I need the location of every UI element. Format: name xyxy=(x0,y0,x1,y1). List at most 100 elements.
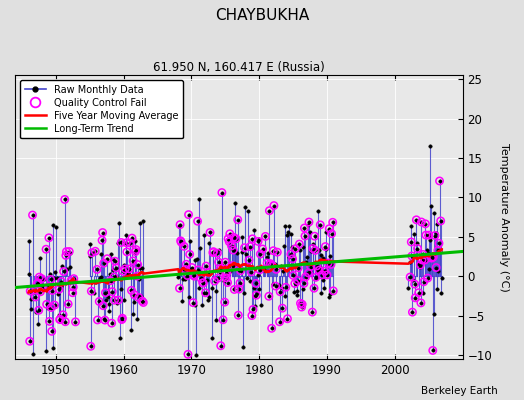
Point xyxy=(283,316,292,322)
Point xyxy=(180,243,188,250)
Point xyxy=(329,288,337,294)
Point xyxy=(177,239,185,245)
Point xyxy=(318,272,326,278)
Point xyxy=(69,290,77,296)
Point xyxy=(272,266,280,272)
Point xyxy=(181,266,190,273)
Point xyxy=(48,328,56,334)
Point xyxy=(222,271,230,277)
Point xyxy=(276,318,284,325)
Point xyxy=(183,272,192,279)
Point xyxy=(111,258,119,264)
Point xyxy=(295,241,303,247)
Point xyxy=(35,274,43,280)
Point xyxy=(110,297,118,303)
Point xyxy=(201,290,210,296)
Point xyxy=(123,249,131,255)
Point xyxy=(252,292,260,298)
Point xyxy=(323,272,331,278)
Point xyxy=(311,247,319,254)
Point xyxy=(88,250,96,256)
Point xyxy=(65,248,73,255)
Point xyxy=(276,288,285,295)
Point xyxy=(429,254,438,260)
Text: Berkeley Earth: Berkeley Earth xyxy=(421,386,498,396)
Point xyxy=(91,248,100,254)
Point xyxy=(42,301,51,308)
Point xyxy=(36,288,45,295)
Point xyxy=(131,248,139,255)
Point xyxy=(248,312,256,319)
Point xyxy=(305,219,313,225)
Point xyxy=(214,275,222,281)
Point xyxy=(216,265,224,272)
Point xyxy=(125,266,134,272)
Point xyxy=(61,196,69,203)
Point xyxy=(432,264,440,271)
Point xyxy=(434,247,442,254)
Point xyxy=(421,221,430,227)
Point xyxy=(407,239,416,245)
Point xyxy=(100,260,108,266)
Point xyxy=(188,264,196,271)
Point xyxy=(328,230,336,237)
Point xyxy=(287,251,295,257)
Point xyxy=(422,232,430,238)
Point xyxy=(431,232,439,239)
Point xyxy=(308,309,316,315)
Point xyxy=(265,208,274,214)
Point xyxy=(95,298,103,305)
Point xyxy=(121,266,129,272)
Point xyxy=(210,278,219,284)
Point xyxy=(62,252,70,259)
Point xyxy=(234,216,242,223)
Point xyxy=(300,280,308,287)
Point xyxy=(321,268,329,274)
Point xyxy=(270,202,278,209)
Point xyxy=(45,318,53,324)
Point xyxy=(256,267,264,273)
Point xyxy=(256,251,265,257)
Point xyxy=(234,312,243,318)
Point xyxy=(193,218,202,224)
Point xyxy=(258,246,267,252)
Point xyxy=(241,244,249,251)
Point xyxy=(56,316,64,322)
Point xyxy=(107,320,116,326)
Point xyxy=(420,279,428,285)
Point xyxy=(99,229,107,236)
Point xyxy=(35,307,43,314)
Point xyxy=(138,298,146,304)
Point xyxy=(216,342,225,349)
Point xyxy=(70,276,78,282)
Point xyxy=(106,278,115,284)
Point xyxy=(418,257,426,263)
Point xyxy=(26,338,34,344)
Point xyxy=(224,236,232,242)
Point xyxy=(423,275,432,281)
Point xyxy=(248,236,257,242)
Point xyxy=(67,278,75,284)
Point xyxy=(42,246,50,252)
Point xyxy=(271,283,280,289)
Point xyxy=(436,218,445,224)
Point xyxy=(214,259,223,265)
Point xyxy=(197,275,205,282)
Point xyxy=(309,245,317,252)
Point xyxy=(417,219,425,225)
Point xyxy=(310,285,318,292)
Point xyxy=(312,274,320,280)
Point xyxy=(139,299,148,306)
Point xyxy=(310,233,319,240)
Point xyxy=(112,265,121,271)
Point xyxy=(222,274,231,281)
Point xyxy=(288,256,297,262)
Point xyxy=(61,318,70,325)
Point xyxy=(28,212,37,218)
Point xyxy=(291,280,299,287)
Point xyxy=(294,264,302,271)
Point xyxy=(184,212,193,218)
Point xyxy=(223,279,232,286)
Point xyxy=(296,300,304,306)
Legend: Raw Monthly Data, Quality Control Fail, Five Year Moving Average, Long-Term Tren: Raw Monthly Data, Quality Control Fail, … xyxy=(20,80,183,138)
